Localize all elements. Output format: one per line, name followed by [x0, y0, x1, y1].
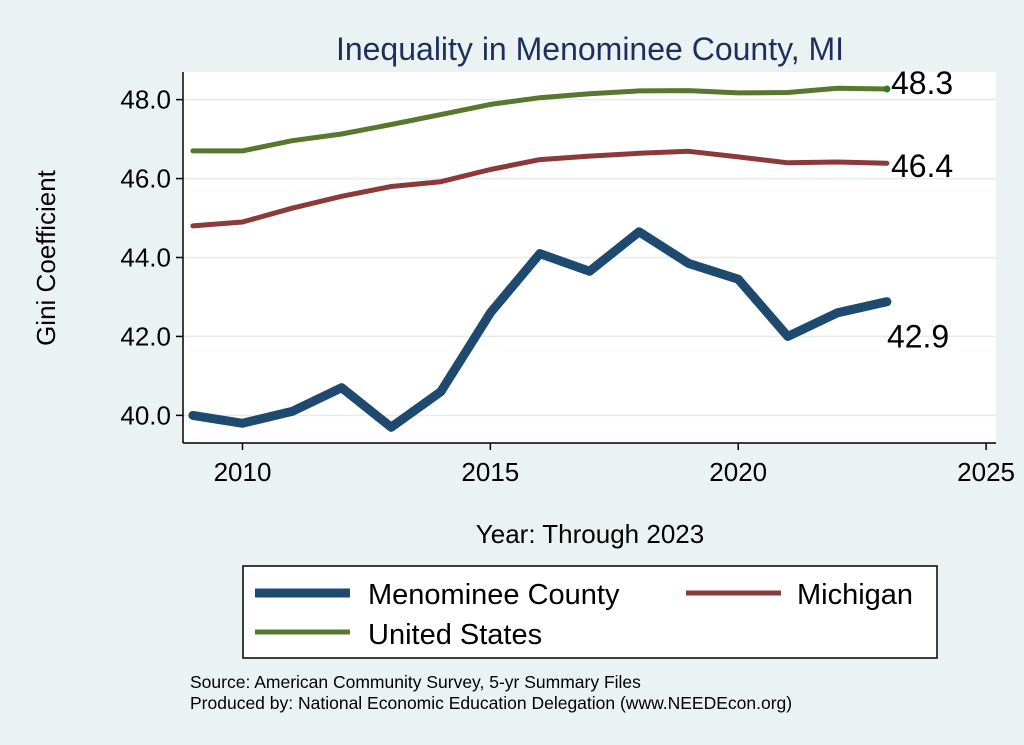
legend-box	[242, 565, 938, 659]
x-tick-label: 2010	[214, 457, 272, 487]
y-tick-label: 40.0	[120, 400, 171, 430]
legend: Menominee County Michigan United States	[242, 565, 938, 659]
end-label-michigan: 46.4	[891, 148, 953, 184]
y-tick-label: 44.0	[120, 243, 171, 273]
y-tick-label: 46.0	[120, 164, 171, 194]
x-tick-label: 2025	[957, 457, 1015, 487]
y-tick-label: 48.0	[120, 85, 171, 115]
end-label-united-states: 48.3	[891, 65, 953, 101]
y-tick-label: 42.0	[120, 321, 171, 351]
y-axis-label: Gini Coefficient	[31, 169, 61, 346]
legend-label-michigan: Michigan	[797, 579, 913, 611]
producer-note: Produced by: National Economic Education…	[190, 693, 792, 713]
x-tick-label: 2015	[461, 457, 519, 487]
x-axis-label: Year: Through 2023	[476, 519, 704, 549]
end-label-menominee-county: 42.9	[887, 319, 949, 355]
series-line-menominee-county	[188, 227, 892, 432]
legend-label-menominee-county: Menominee County	[368, 579, 620, 611]
legend-label-united-states: United States	[368, 619, 542, 651]
end-labels: 42.9 46.4 48.3	[887, 65, 953, 355]
axes: 40.0 42.0 44.0 46.0 48.0 2010 2015 2020 2025	[120, 72, 1015, 487]
end-marker-united-states	[883, 85, 891, 93]
x-tick-label: 2020	[709, 457, 767, 487]
source-note: Source: American Community Survey, 5-yr …	[190, 672, 641, 692]
grid	[183, 98, 996, 417]
series-line-michigan	[190, 148, 890, 229]
series	[188, 85, 892, 432]
chart-title: Inequality in Menominee County, MI	[336, 31, 844, 67]
series-line-united-states	[190, 85, 890, 154]
